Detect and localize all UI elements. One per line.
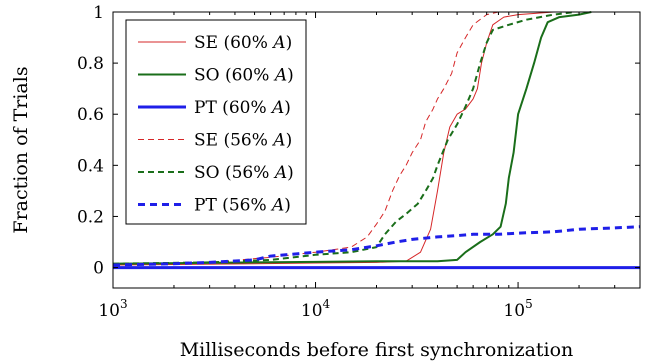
- legend: SE (60% A)SO (60% A)PT (60% A)SE (56% A)…: [125, 19, 307, 225]
- series-line-5: [112, 225, 641, 267]
- legend-label: PT (56% A): [194, 196, 291, 216]
- legend-label-end: ): [287, 163, 294, 183]
- legend-label-italic: A: [273, 163, 287, 183]
- series-line-3: [112, 11, 499, 265]
- legend-label-main: SE (60%: [194, 33, 273, 53]
- y-tick-label: 0.4: [77, 156, 104, 176]
- legend-label-italic: A: [271, 33, 285, 53]
- legend-label-main: SO (56%: [194, 163, 275, 183]
- x-tick-exponent: 3: [120, 297, 128, 311]
- x-tick-base: 10: [503, 301, 525, 321]
- legend-label-end: ): [287, 66, 294, 86]
- legend-label: SE (60% A): [194, 33, 292, 53]
- series-line-1: [112, 11, 592, 265]
- y-tick-label: 0.6: [77, 105, 104, 125]
- legend-label-end: ): [286, 131, 293, 151]
- legend-label: SO (56% A): [194, 163, 294, 183]
- legend-label-main: SO (60%: [194, 66, 275, 86]
- y-tick-label: 1: [93, 3, 104, 23]
- y-tick-label: 0.8: [77, 54, 104, 74]
- x-tick-exponent: 5: [525, 297, 533, 311]
- legend-label-end: ): [286, 33, 293, 53]
- y-tick-label: 0: [93, 259, 104, 279]
- x-tick-base: 10: [301, 301, 323, 321]
- legend-label: SE (56% A): [194, 131, 292, 151]
- x-tick-label: 105: [503, 297, 532, 321]
- legend-label-end: ): [284, 196, 291, 216]
- legend-label-italic: A: [270, 196, 284, 216]
- series-line-4: [112, 11, 575, 265]
- legend-label-main: PT (60%: [194, 98, 272, 118]
- legend-label-italic: A: [270, 98, 284, 118]
- legend-label-italic: A: [273, 66, 287, 86]
- legend-label-main: SE (56%: [194, 131, 273, 151]
- x-axis-label: Milliseconds before first synchronizatio…: [180, 339, 574, 361]
- legend-box: [125, 19, 307, 225]
- series-layer: [112, 11, 641, 270]
- legend-label-end: ): [284, 98, 291, 118]
- x-tick-label: 104: [301, 297, 331, 321]
- y-axis-label: Fraction of Trials: [10, 66, 32, 233]
- legend-label-italic: A: [271, 131, 285, 151]
- x-tick-label: 103: [98, 297, 127, 321]
- x-tick-exponent: 4: [323, 297, 331, 311]
- x-tick-base: 10: [98, 301, 120, 321]
- series-line-0: [112, 11, 588, 266]
- y-tick-label: 0.2: [77, 207, 104, 227]
- legend-label: PT (60% A): [194, 98, 291, 118]
- legend-label-main: PT (56%: [194, 196, 272, 216]
- legend-label: SO (60% A): [194, 66, 294, 86]
